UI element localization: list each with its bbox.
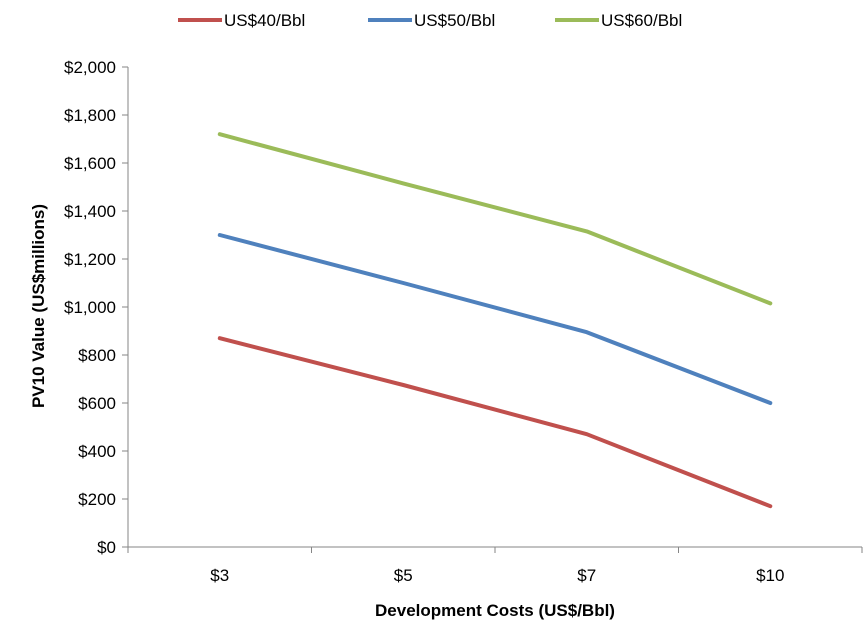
y-tick-label: $1,400 (64, 202, 116, 221)
x-tick-label: $3 (210, 566, 229, 585)
y-tick-label: $1,600 (64, 154, 116, 173)
x-axis: $3 $5 $7 $10 (127, 546, 863, 585)
legend-label-1: US$40/Bbl (224, 11, 305, 30)
series-lines (217, 132, 773, 509)
x-tick-label: $7 (577, 566, 596, 585)
y-tick-label: $600 (78, 394, 116, 413)
y-tick-label: $1,800 (64, 106, 116, 125)
x-tick-label: $10 (756, 566, 784, 585)
x-axis-title: Development Costs (US$/Bbl) (375, 601, 615, 620)
legend: US$40/Bbl US$50/Bbl US$60/Bbl (178, 11, 682, 30)
y-tick-label: $2,000 (64, 58, 116, 77)
y-tick-label: $1,000 (64, 298, 116, 317)
y-axis: $0 $200 $400 $600 $800 $1,000 $1,200 $1,400 $1,6… (64, 58, 129, 557)
y-tick-label: $400 (78, 442, 116, 461)
y-tick-label: $200 (78, 490, 116, 509)
series-line-1 (217, 336, 773, 509)
legend-label-2: US$50/Bbl (414, 11, 495, 30)
y-tick-label: $0 (97, 538, 116, 557)
y-tick-label: $1,200 (64, 250, 116, 269)
y-axis-title: PV10 Value (US$millions) (29, 204, 48, 408)
series-line-3 (217, 132, 773, 306)
legend-label-3: US$60/Bbl (601, 11, 682, 30)
y-tick-label: $800 (78, 346, 116, 365)
x-tick-label: $5 (394, 566, 413, 585)
series-line-2 (217, 233, 773, 405)
